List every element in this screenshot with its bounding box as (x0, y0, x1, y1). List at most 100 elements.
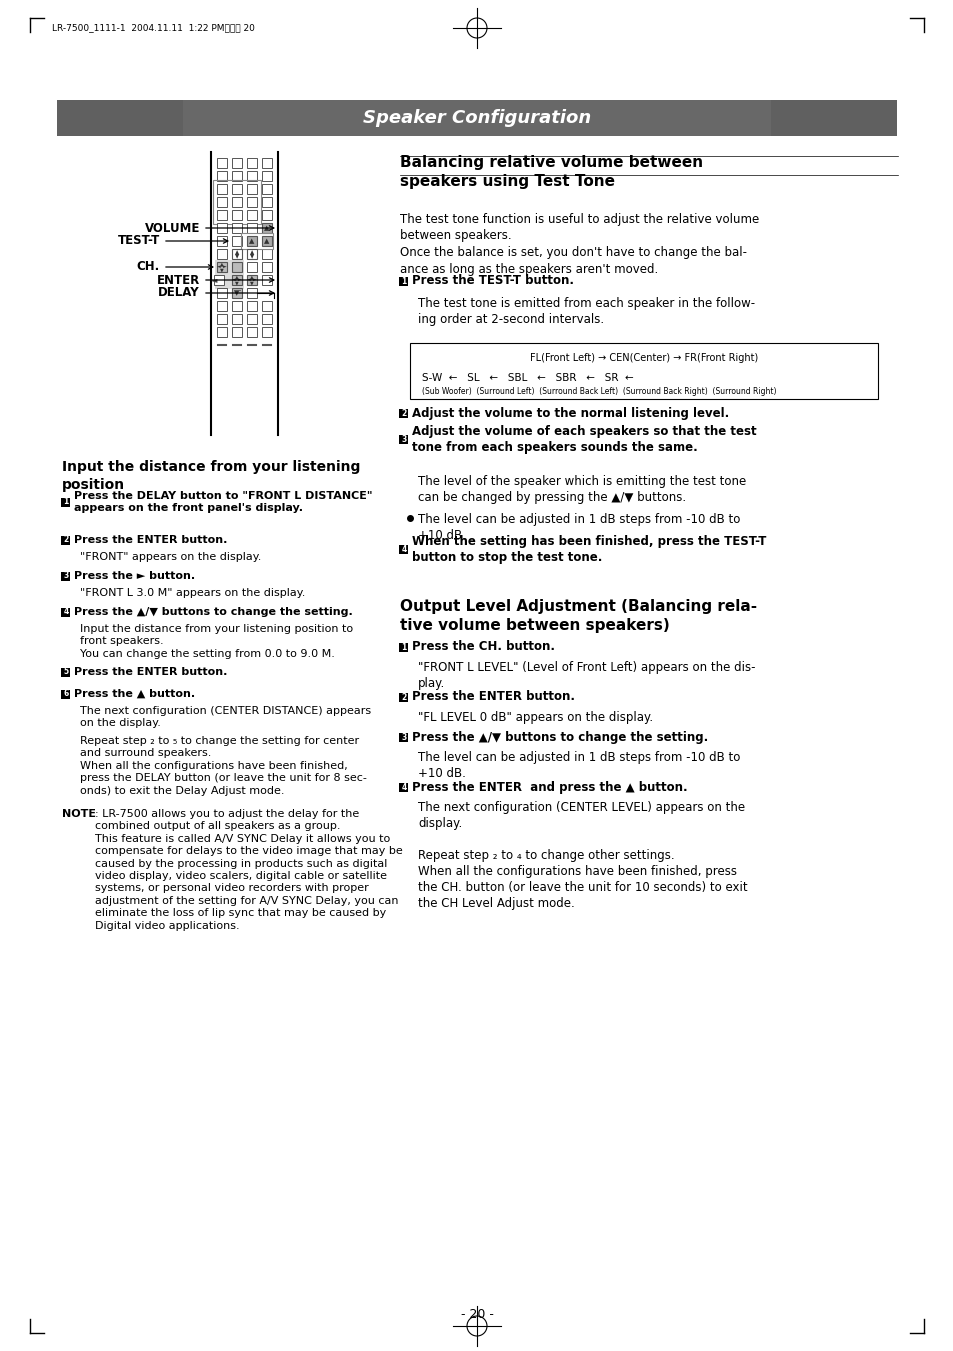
Text: (Sub Woofer)  (Surround Left)  (Surround Back Left)  (Surround Back Right)  (Sur: (Sub Woofer) (Surround Left) (Surround B… (421, 386, 776, 396)
Bar (247, 262, 256, 272)
Text: "FL LEVEL 0 dB" appears on the display.: "FL LEVEL 0 dB" appears on the display. (417, 711, 653, 724)
Bar (399, 544, 408, 554)
Text: LR-7500_1111-1  2004.11.11  1:22 PMへいじ 20: LR-7500_1111-1 2004.11.11 1:22 PMへいじ 20 (52, 23, 254, 32)
Bar (262, 184, 272, 195)
Bar (247, 313, 256, 324)
Text: TEST-T: TEST-T (117, 235, 160, 247)
Bar (399, 643, 408, 651)
Text: ▼: ▼ (234, 254, 239, 259)
Text: 1: 1 (401, 643, 406, 651)
Bar (262, 301, 272, 311)
Bar (216, 249, 227, 259)
Bar (232, 313, 242, 324)
Text: DELAY: DELAY (158, 286, 200, 300)
Bar (399, 408, 408, 417)
Text: Press the ENTER button.: Press the ENTER button. (412, 690, 575, 704)
Text: ◄: ◄ (247, 277, 251, 282)
Text: Press the TEST-T button.: Press the TEST-T button. (412, 274, 574, 288)
Text: Repeat step ₂ to ₅ to change the setting for center
and surround speakers.
When : Repeat step ₂ to ₅ to change the setting… (80, 736, 367, 796)
Text: ▲: ▲ (220, 262, 224, 266)
Bar (262, 249, 272, 259)
Bar (399, 693, 408, 701)
Bar (247, 236, 256, 246)
Bar (232, 236, 242, 246)
Bar (247, 301, 256, 311)
Text: ▼: ▼ (234, 290, 239, 296)
Text: The level of the speaker which is emitting the test tone
can be changed by press: The level of the speaker which is emitti… (417, 476, 745, 504)
Bar (216, 158, 227, 168)
Text: "FRONT" appears on the display.: "FRONT" appears on the display. (80, 553, 261, 562)
Bar (216, 301, 227, 311)
Text: 3: 3 (63, 571, 69, 581)
Text: 4: 4 (63, 608, 69, 616)
Bar (262, 197, 272, 207)
Text: Input the distance from your listening
position: Input the distance from your listening p… (62, 459, 360, 492)
Text: ◄: ◄ (211, 276, 217, 285)
Bar (232, 209, 242, 220)
Bar (232, 276, 242, 285)
Text: ENTER: ENTER (156, 273, 200, 286)
Bar (216, 197, 227, 207)
Text: 2: 2 (401, 408, 406, 417)
Bar (61, 608, 71, 616)
Text: 5: 5 (63, 667, 69, 677)
Text: When the setting has been finished, press the TEST-T
button to stop the test ton: When the setting has been finished, pres… (412, 535, 765, 563)
Text: Adjust the volume of each speakers so that the test
tone from each speakers soun: Adjust the volume of each speakers so th… (412, 424, 756, 454)
Text: FL(Front Left) → CEN(Center) → FR(Front Right): FL(Front Left) → CEN(Center) → FR(Front … (529, 353, 758, 363)
Bar (216, 223, 227, 232)
Bar (262, 262, 272, 272)
Text: ►: ► (253, 277, 256, 282)
Bar (213, 180, 261, 224)
Bar (232, 288, 242, 299)
Text: CH.: CH. (136, 261, 160, 273)
Bar (247, 172, 256, 181)
Text: The level can be adjusted in 1 dB steps from -10 dB to
+10 dB.: The level can be adjusted in 1 dB steps … (417, 513, 740, 542)
Bar (61, 535, 71, 544)
Bar (399, 277, 408, 285)
Text: Press the ENTER button.: Press the ENTER button. (74, 667, 227, 677)
Text: Press the ENTER  and press the ▲ button.: Press the ENTER and press the ▲ button. (412, 781, 687, 793)
Bar (232, 197, 242, 207)
Bar (247, 249, 256, 259)
Bar (232, 327, 242, 336)
Bar (216, 172, 227, 181)
Text: VOLUME: VOLUME (145, 222, 200, 235)
Text: Press the CH. button.: Press the CH. button. (412, 640, 555, 654)
Bar (399, 732, 408, 742)
Text: ▲: ▲ (264, 226, 270, 231)
Bar (216, 313, 227, 324)
Text: Balancing relative volume between
speakers using Test Tone: Balancing relative volume between speake… (399, 155, 702, 189)
Text: The next configuration (CENTER LEVEL) appears on the
display.

Repeat step ₂ to : The next configuration (CENTER LEVEL) ap… (417, 801, 747, 911)
Bar (232, 262, 242, 272)
Text: "FRONT L LEVEL" (Level of Front Left) appears on the dis-
play.: "FRONT L LEVEL" (Level of Front Left) ap… (417, 661, 755, 690)
Text: 3: 3 (401, 732, 406, 742)
Text: 6: 6 (63, 689, 69, 698)
Bar (232, 223, 242, 232)
Text: ◄: ◄ (217, 265, 221, 269)
Text: ▼: ▼ (250, 281, 253, 285)
Bar (262, 327, 272, 336)
Bar (241, 232, 273, 249)
Text: S-W  ←   SL   ←   SBL   ←   SBR   ←   SR  ←: S-W ← SL ← SBL ← SBR ← SR ← (421, 373, 633, 382)
Bar (183, 100, 770, 136)
Text: ▼: ▼ (220, 267, 224, 273)
Text: 4: 4 (401, 782, 406, 792)
Bar (232, 184, 242, 195)
Bar (410, 343, 877, 399)
Text: Press the ENTER button.: Press the ENTER button. (74, 535, 227, 544)
Text: ▼: ▼ (250, 254, 253, 259)
Bar (61, 571, 71, 581)
Bar (216, 236, 227, 246)
Text: Press the DELAY button to "FRONT L DISTANCE"
appears on the front panel's displa: Press the DELAY button to "FRONT L DISTA… (74, 490, 372, 513)
Text: Adjust the volume to the normal listening level.: Adjust the volume to the normal listenin… (412, 407, 728, 420)
Bar (247, 197, 256, 207)
Text: ▲: ▲ (234, 250, 239, 255)
Text: 2: 2 (63, 535, 69, 544)
Bar (216, 184, 227, 195)
Text: ◄: ◄ (232, 277, 235, 282)
Text: 2: 2 (401, 693, 406, 701)
Text: ▲: ▲ (264, 238, 270, 245)
Text: ▲: ▲ (234, 274, 238, 280)
Bar (262, 236, 272, 246)
Bar (61, 497, 71, 507)
